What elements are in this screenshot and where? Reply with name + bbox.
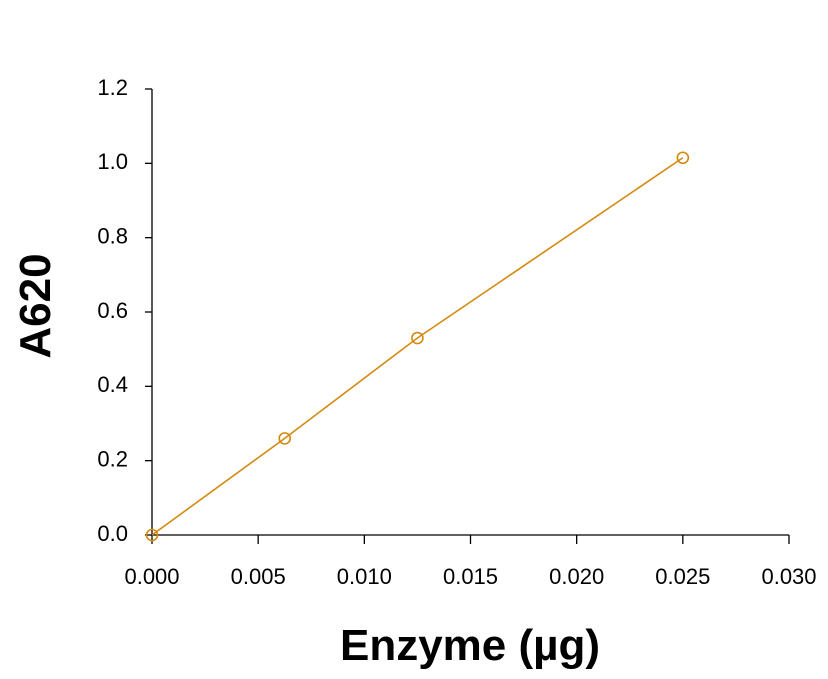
x-tick-label: 0.030 — [761, 564, 816, 589]
y-tick-label: 0.8 — [97, 223, 128, 248]
data-point — [278, 432, 292, 445]
x-axis-title: Enzyme (µg) — [340, 621, 600, 670]
y-tick-label: 0.2 — [97, 446, 128, 471]
data-line — [151, 157, 684, 536]
x-tick-label: 0.010 — [337, 564, 392, 589]
y-tick-label: 0.0 — [97, 521, 128, 546]
y-axis-title: A620 — [11, 253, 60, 358]
y-tick-label: 1.0 — [97, 149, 128, 174]
x-tick-label: 0.005 — [231, 564, 286, 589]
x-tick-label: 0.025 — [655, 564, 710, 589]
y-tick-label: 0.4 — [97, 372, 128, 397]
y-tick-label: 1.2 — [97, 75, 128, 100]
y-tick-label: 0.6 — [97, 298, 128, 323]
x-tick-label: 0.015 — [443, 564, 498, 589]
x-tick-label: 0.020 — [549, 564, 604, 589]
data-point — [145, 528, 159, 542]
data-point — [676, 151, 690, 165]
data-point — [411, 331, 424, 345]
x-tick-label: 0.000 — [124, 564, 179, 589]
